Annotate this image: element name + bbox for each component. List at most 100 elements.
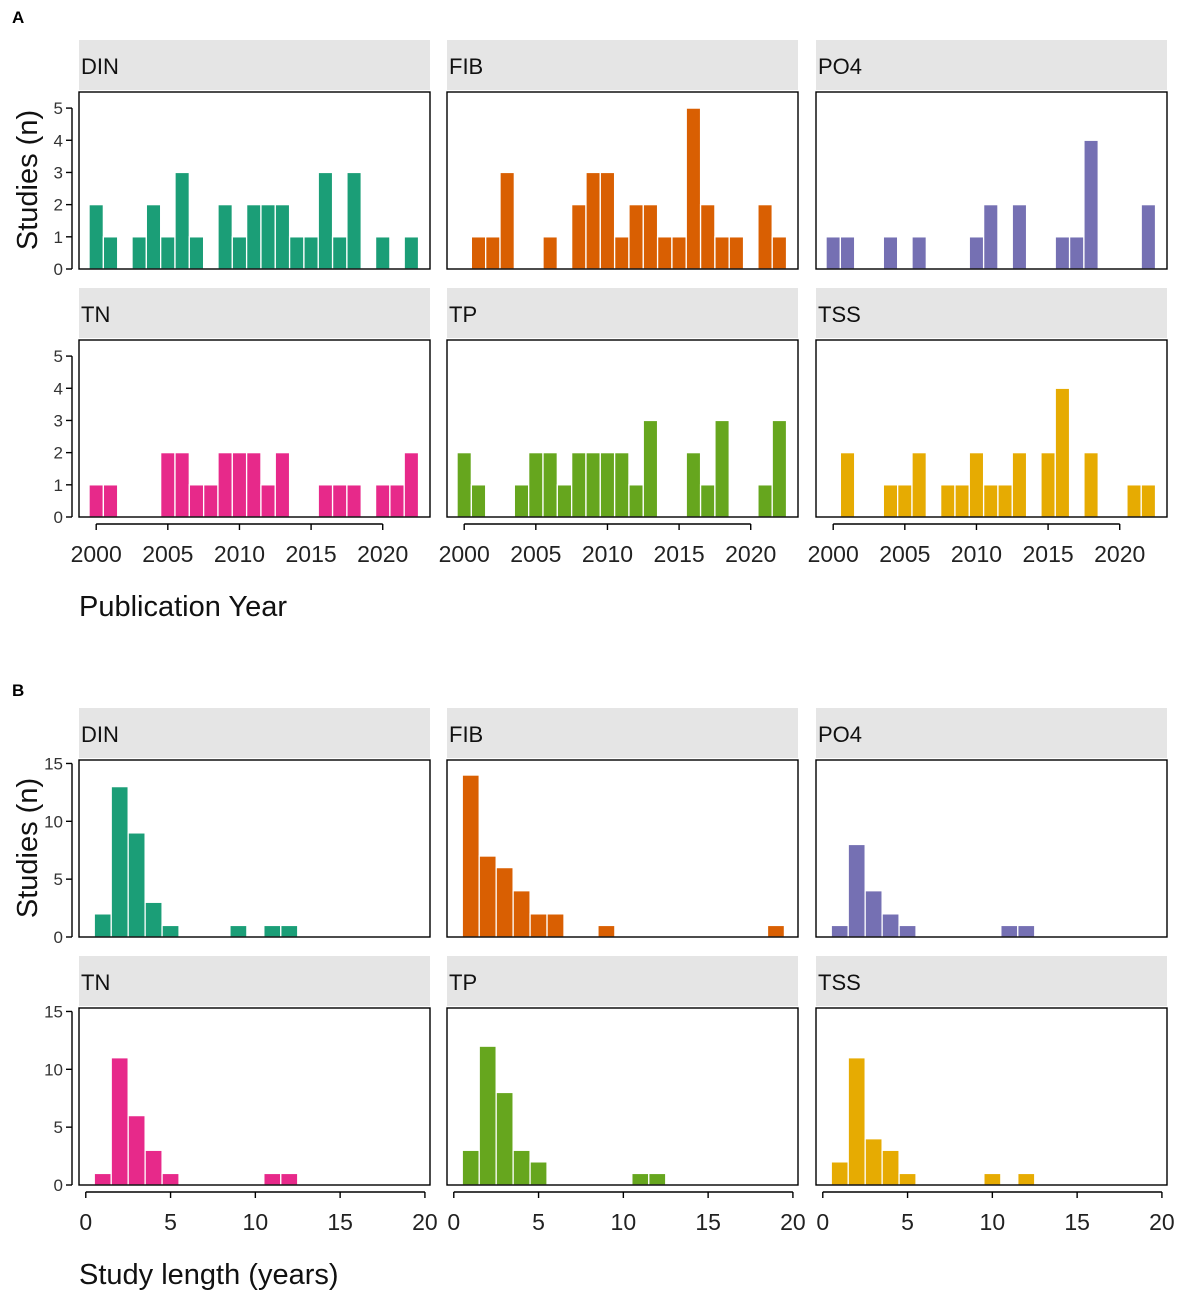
histogram-bar	[263, 1172, 282, 1186]
histogram-bar	[93, 913, 112, 938]
histogram-bar	[982, 484, 999, 518]
histogram-bar	[714, 419, 730, 518]
histogram-bar	[389, 484, 405, 518]
histogram-bar	[263, 924, 282, 938]
facet-strip	[79, 708, 430, 758]
histogram-bar	[570, 451, 587, 518]
histogram-bar	[847, 843, 866, 938]
chart-panel-B: B DIN 0 5 10 15 FIB PO4 TN 0 5 10 15 0 5 10 15 20 TP 0 5 10 15…	[12, 681, 1175, 1291]
histogram-bar	[231, 236, 248, 270]
y-tick-label: 3	[54, 411, 63, 430]
histogram-bar	[1068, 236, 1085, 270]
histogram-bar	[513, 484, 530, 518]
histogram-bar	[346, 484, 362, 518]
facet-din: DIN 0 1 2 3 4 5	[54, 40, 431, 279]
y-tick-label: 5	[54, 870, 63, 889]
histogram-bar	[478, 855, 497, 938]
histogram-bar	[757, 484, 773, 518]
histogram-bar	[1083, 451, 1099, 518]
panel-border	[78, 339, 431, 518]
histogram-bar	[599, 451, 616, 518]
facet-strip-label: FIB	[449, 54, 483, 79]
histogram-bar	[542, 451, 558, 518]
histogram-bar	[771, 236, 788, 270]
x-tick-label: 2000	[808, 541, 859, 567]
y-tick-label: 5	[54, 1118, 63, 1137]
x-tick-label: 20	[780, 1209, 806, 1235]
histogram-bar	[864, 1138, 883, 1186]
y-tick-label: 15	[44, 1002, 63, 1021]
panel-border	[815, 339, 1168, 518]
panel-border	[815, 91, 1168, 270]
histogram-bar	[839, 236, 856, 270]
x-tick-label: 2000	[71, 541, 122, 567]
y-tick-label: 0	[54, 1176, 63, 1195]
histogram-bar	[1126, 484, 1142, 518]
x-tick-label: 10	[611, 1209, 637, 1235]
histogram-bar	[499, 171, 515, 270]
y-tick-label: 5	[54, 347, 63, 366]
facet-tn: TN 0 5 10 15 0 5 10 15 20	[44, 956, 438, 1235]
histogram-bar	[470, 484, 487, 518]
x-tick-label: 20	[1149, 1209, 1175, 1235]
facet-strip-label: TN	[81, 302, 110, 327]
x-tick-label: 2010	[214, 541, 265, 567]
histogram-bar	[188, 484, 205, 518]
histogram-bar	[93, 1172, 112, 1186]
panel-border	[78, 759, 431, 938]
histogram-bar	[1083, 139, 1099, 270]
histogram-bar	[110, 785, 129, 938]
x-tick-label: 2015	[286, 541, 337, 567]
histogram-bar	[461, 1149, 480, 1186]
histogram-bar	[757, 203, 773, 270]
histogram-bar	[597, 924, 616, 938]
histogram-bar	[882, 484, 899, 518]
panel-letter: B	[12, 681, 24, 700]
histogram-bar	[839, 451, 856, 518]
histogram-bar	[131, 236, 147, 270]
histogram-bar	[542, 236, 558, 270]
panel-border	[78, 91, 431, 270]
histogram-bar	[1054, 387, 1071, 518]
histogram-bar	[245, 451, 262, 518]
histogram-bar	[648, 1172, 667, 1186]
facet-tss: TSS 0 5 10 15 20	[815, 956, 1175, 1235]
histogram-bar	[699, 484, 716, 518]
histogram-bar	[88, 484, 105, 518]
histogram-bar	[631, 1172, 650, 1186]
histogram-bar	[161, 924, 180, 938]
histogram-bar	[766, 924, 786, 938]
histogram-bar	[699, 203, 716, 270]
histogram-bar	[728, 236, 745, 270]
histogram-bar	[303, 236, 319, 270]
histogram-bar	[556, 484, 573, 518]
histogram-bar	[495, 1091, 514, 1186]
histogram-bar	[127, 832, 146, 938]
histogram-bar	[110, 1057, 129, 1186]
facet-strip-label: TN	[81, 970, 110, 995]
x-tick-label: 0	[447, 1209, 460, 1235]
y-tick-label: 3	[54, 163, 63, 182]
histogram-bar	[613, 451, 630, 518]
facet-strip	[447, 40, 798, 90]
histogram-bar	[882, 236, 899, 270]
histogram-bar	[585, 451, 601, 518]
histogram-bar	[217, 203, 233, 270]
histogram-bar	[231, 451, 248, 518]
panel-border	[815, 1007, 1168, 1186]
facet-strip-label: TSS	[818, 970, 861, 995]
histogram-bar	[260, 484, 276, 518]
histogram-bar	[1000, 924, 1019, 938]
y-tick-label: 2	[54, 196, 63, 215]
facet-strip-label: FIB	[449, 722, 483, 747]
histogram-bar	[495, 866, 514, 938]
histogram-bar	[1054, 236, 1071, 270]
panel-border	[446, 1007, 799, 1186]
histogram-bar	[1140, 484, 1157, 518]
histogram-bar	[245, 203, 262, 270]
x-axis-title: Study length (years)	[79, 1259, 339, 1291]
histogram-bar	[685, 107, 702, 270]
y-tick-label: 4	[54, 379, 63, 398]
histogram-bar	[771, 419, 788, 518]
histogram-bar	[88, 203, 105, 270]
